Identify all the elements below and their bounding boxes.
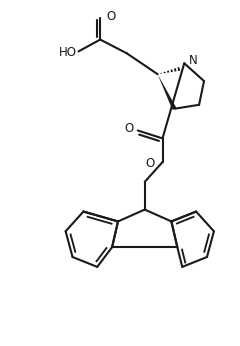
Text: HO: HO (59, 46, 77, 59)
Text: O: O (145, 157, 155, 170)
Text: O: O (125, 122, 134, 135)
Text: O: O (106, 10, 115, 23)
Polygon shape (158, 74, 176, 110)
Text: N: N (189, 54, 198, 67)
